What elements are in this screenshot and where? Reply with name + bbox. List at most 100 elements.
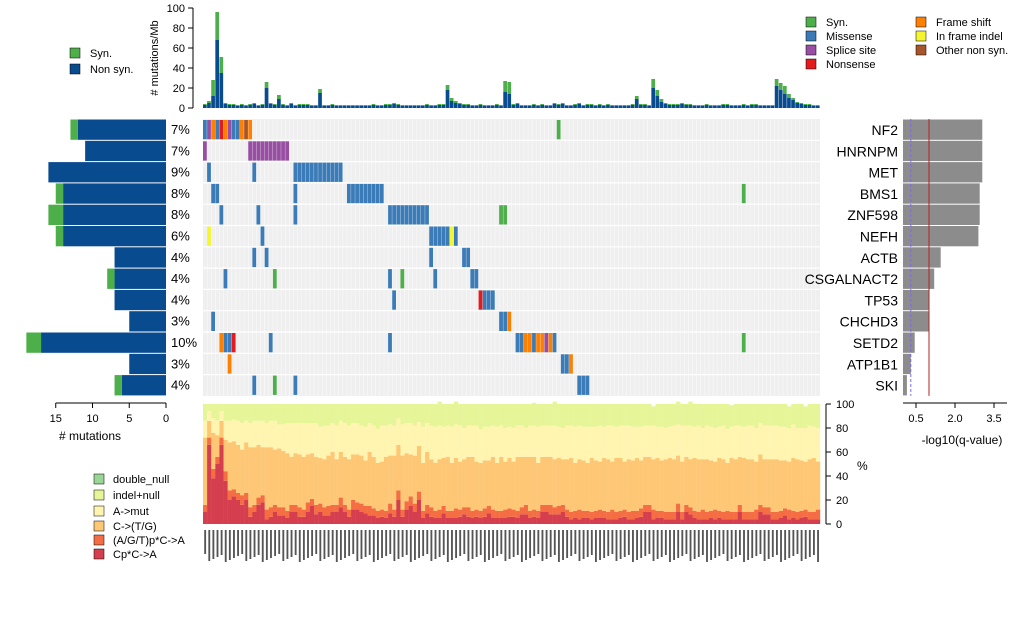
mutation-cell [219,120,224,140]
mutation-cell [293,205,298,225]
signature-bar-c-tg [745,459,751,512]
signature-bar-indel-null [412,404,418,426]
signature-bar-c-tg [388,455,393,504]
sample-label-mark [566,530,569,558]
burden-bar-nonsyn [729,106,734,108]
signature-bar-agt-pc-a [486,506,492,514]
signature-bar-c-tg [569,458,574,512]
y-tick-label: 40 [836,471,848,483]
gene-percentage: 8% [171,207,190,222]
signature-bar-a-mut [630,426,636,461]
q-value-bar [903,140,983,162]
burden-bar-syn [507,82,512,94]
burden-bar-syn [729,105,734,106]
mutation-cell [408,205,413,225]
signature-bar-a-mut [437,425,442,460]
signature-bar-agt-pc-a [388,503,393,514]
signature-bar-a-mut [260,420,265,448]
signature-bar-indel-null [338,404,344,421]
mutation-cell [293,375,298,395]
y-tick-label: 0 [836,519,842,531]
signature-bar-a-mut [560,428,566,460]
burden-bar-syn [585,104,590,105]
signature-bar-agt-pc-a [778,510,784,518]
signature-bar-agt-pc-a [795,512,800,520]
gene-count-bar-nonsyn [121,375,166,396]
signature-bar-a-mut [647,425,652,457]
signature-bar-indel-null [795,404,800,428]
signature-bar-agt-pc-a [244,492,249,500]
signature-bar-indel-null [474,404,479,426]
signature-bar-indel-null [305,404,311,424]
signature-bar-c-tg [322,459,327,508]
sample-label-mark [249,530,252,559]
signature-bar-indel-null [429,404,434,426]
mutation-cell [466,247,471,268]
signature-bar-indel-null [375,404,381,430]
legend-swatch-other-non-syn [915,44,927,56]
mutation-cell [277,141,281,161]
signature-bar-indel-null [499,404,504,426]
sample-label-mark [311,530,314,556]
signature-bar-c-tg [223,440,228,472]
mutation-cell [564,354,569,374]
legend-swatch-frame-shift [915,16,927,28]
signature-bar-indel-null [359,404,364,426]
signature-bar-cpc-a [569,519,574,524]
signature-bar-c-tg [778,460,784,511]
signature-bar-a-mut [244,420,249,443]
signature-bar-indel-null [577,404,582,426]
signature-bar-a-mut [396,418,401,445]
signature-bar-agt-pc-a [721,512,726,520]
signature-bar-cpc-a [396,500,401,524]
signature-bar-a-mut [421,426,426,463]
signature-bar-a-mut [614,426,619,458]
signature-bar-a-mut [441,426,446,458]
burden-bar-nonsyn [478,105,483,108]
burden-bar-syn [684,104,688,105]
sample-label-mark [771,530,774,557]
signature-bar-indel-null [655,404,660,427]
oncoprint-matrix: NF2 HNRNPM MET BMS1 ZNF598 NEFH ACTB CSGALNACT2… [203,119,898,396]
signature-bar-indel-null [663,404,669,428]
mutation-cell [425,205,429,225]
gene-count-bar-nonsyn [85,140,166,162]
burden-bar-nonsyn [326,106,331,108]
signature-bar-a-mut [486,426,492,461]
signature-bar-c-tg [639,460,644,509]
signature-bar-indel-null [593,404,599,427]
gene-name-label: CHCHD3 [840,314,899,330]
burden-bar-nonsyn [207,103,211,108]
q-value-bar [903,247,941,268]
burden-bar-nonsyn [745,106,750,108]
legend-swatch-c-tg [93,520,105,532]
burden-bar-nonsyn [750,105,754,108]
burden-bar-syn [676,104,680,105]
signature-bar-c-tg [231,441,237,490]
sample-label-mark [644,530,647,556]
signature-bar-indel-null [437,401,442,426]
signature-bar-a-mut [388,424,393,456]
burden-bar-nonsyn [626,106,631,108]
signature-bar-agt-pc-a [696,512,701,520]
signature-bar-indel-null [235,404,241,421]
signature-bar-c-tg [277,448,282,508]
burden-bar-syn [667,104,672,105]
burden-bar-syn [511,104,516,105]
burden-bar-syn [544,105,549,106]
signature-bar-a-mut [754,428,759,462]
signature-bar-indel-null [511,404,516,428]
signature-bar-agt-pc-a [342,504,348,512]
mutation-cell [441,226,446,246]
signature-bar-c-tg [227,442,232,491]
signature-bar-indel-null [684,404,689,426]
sample-label-mark [385,530,388,556]
burden-bar-nonsyn [758,106,763,108]
mutation-cell [453,226,458,246]
signature-bar-indel-null [227,404,232,421]
burden-bar-syn [486,105,491,106]
signature-bar-a-mut [474,425,479,462]
signature-bar-cpc-a [235,500,241,524]
burden-bar-syn [630,104,635,105]
mutation-cell [272,375,277,395]
